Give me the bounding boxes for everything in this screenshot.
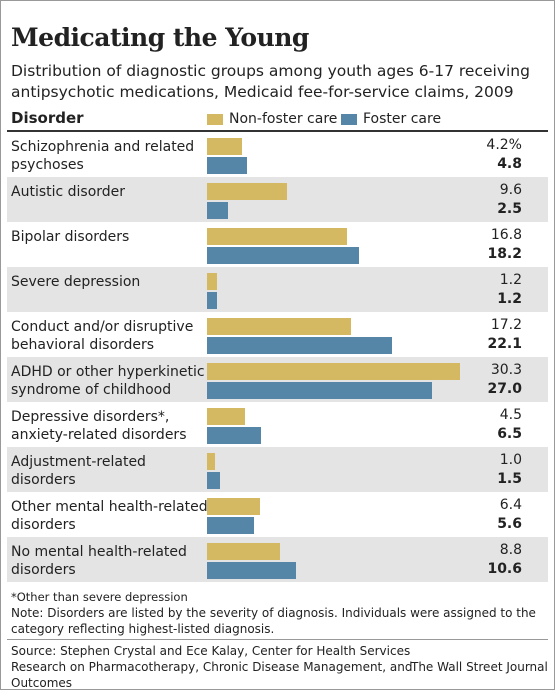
bar (207, 138, 243, 155)
value-label: 1.2 (499, 272, 522, 288)
value-label: 30.3 (490, 362, 522, 378)
category-label: Depressive disorders*, anxiety-related d… (11, 409, 187, 443)
value-label: 22.1 (487, 336, 522, 352)
row-band (7, 267, 548, 312)
value-label: 8.8 (499, 542, 522, 558)
value-label: 16.8 (490, 227, 522, 243)
category-label: Bipolar disorders (11, 229, 130, 245)
bar (207, 157, 248, 174)
value-label: 1.5 (497, 471, 522, 487)
category-label: Other mental health-related disorders (11, 499, 208, 533)
value-label: 27.0 (487, 381, 522, 397)
legend-label: Foster care (363, 111, 442, 127)
credit: The Wall Street Journal (411, 660, 548, 674)
bar (207, 517, 254, 534)
value-label: 18.2 (487, 246, 522, 262)
value-label: 5.6 (497, 516, 522, 532)
bar (207, 562, 296, 579)
value-label: 6.5 (497, 426, 522, 442)
note: Note: Disorders are listed by the severi… (11, 606, 536, 636)
rule (7, 639, 548, 640)
category-label: Adjustment-related disorders (11, 454, 146, 488)
chart-title: Medicating the Young (11, 23, 309, 52)
legend-swatch (341, 114, 357, 125)
value-label: 4.5 (499, 407, 522, 423)
category-label: No mental health-related disorders (11, 544, 187, 578)
bar (207, 543, 281, 560)
legend-swatch (207, 114, 223, 125)
bar (207, 273, 218, 290)
legend-label: Non-foster care (229, 111, 338, 127)
category-label: Severe depression (11, 274, 141, 290)
value-label: 1.2 (497, 291, 522, 307)
value-label: 17.2 (490, 317, 522, 333)
bar (207, 318, 351, 335)
bar (207, 202, 228, 219)
value-label: 9.6 (499, 182, 522, 198)
value-label: 6.4 (499, 497, 522, 513)
bar (207, 363, 460, 380)
bar (207, 427, 262, 444)
value-label: 1.0 (499, 452, 522, 468)
bar (207, 408, 245, 425)
value-label: 2.5 (497, 201, 522, 217)
source: Source: Stephen Crystal and Ece Kalay, C… (11, 644, 413, 690)
bar (207, 472, 220, 489)
column-header: Disorder (11, 109, 84, 127)
value-label: 10.6 (487, 561, 522, 577)
category-label: ADHD or other hyperkinetic syndrome of c… (11, 364, 205, 398)
category-label: Conduct and/or disruptive behavioral dis… (11, 319, 194, 353)
row-band (7, 447, 548, 492)
bar (207, 498, 261, 515)
category-label: Schizophrenia and related psychoses (11, 139, 195, 173)
header-rule (7, 130, 548, 132)
value-label: 4.2% (486, 137, 522, 153)
bar (207, 292, 218, 309)
value-label: 4.8 (497, 156, 522, 172)
subtitle: Distribution of diagnostic groups among … (11, 62, 530, 101)
bar (207, 337, 392, 354)
bar (207, 247, 359, 264)
category-label: Autistic disorder (11, 184, 126, 200)
bar (207, 228, 348, 245)
bar (207, 453, 216, 470)
bar (207, 183, 288, 200)
footnote: *Other than severe depression (11, 590, 188, 604)
bar (207, 382, 433, 399)
